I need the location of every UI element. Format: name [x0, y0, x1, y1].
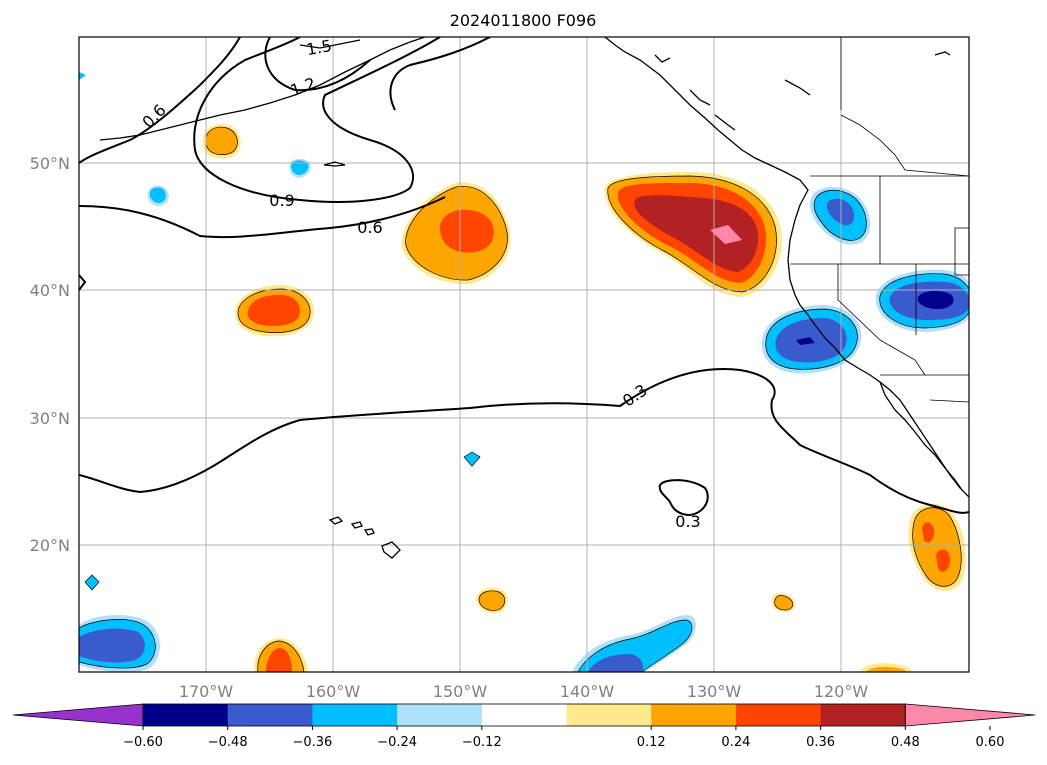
contour-label-1.5: 1.5: [305, 36, 333, 59]
blob-baja: [908, 503, 966, 591]
colorbar-tick-label: 0.24: [721, 735, 750, 750]
colorbar-swatch: [651, 704, 737, 726]
coastlines: [99, 37, 969, 559]
colorbar-swatch: [143, 704, 229, 726]
blob-blue-washington: [810, 186, 871, 245]
colorbar-tick-label: −0.24: [377, 735, 417, 750]
longitude-labels: 170°W 160°W 150°W 140°W 130°W 120°W: [179, 682, 869, 701]
blob-outlines: [79, 126, 969, 672]
blob-blue-nevada: [875, 269, 969, 332]
colorbar-swatch: [312, 704, 398, 726]
colorbar-extend-min: [12, 703, 144, 727]
lat-label-30n: 30°N: [30, 409, 70, 428]
lon-label-120w: 120°W: [814, 682, 869, 701]
lon-label-160w: 160°W: [306, 682, 361, 701]
blob-central-pacific: [401, 182, 511, 285]
lat-label-20n: 20°N: [30, 536, 70, 555]
blob-northwest-small: [203, 124, 241, 159]
map-title: 2024011800 F096: [450, 11, 597, 30]
lon-label-150w: 150°W: [433, 682, 488, 701]
blob-small-orange-2: [771, 592, 796, 612]
colorbar-extend-max: [904, 703, 1036, 727]
colorbar-swatch: [735, 704, 822, 726]
blob-bottom-165w: [254, 638, 308, 672]
colorbar-tick-label: 0.12: [637, 735, 666, 750]
blob-40n-165w: [235, 285, 315, 337]
latitude-labels: 50°N 40°N 30°N 20°N: [30, 154, 70, 555]
colorbar-swatch: [820, 704, 906, 726]
map-frame: [78, 36, 970, 673]
blob-northeast-pacific: [604, 172, 782, 297]
blob-blue-southwest: [79, 615, 160, 672]
contour-label-0.6-central: 0.6: [357, 218, 382, 237]
gridlines: [79, 37, 969, 672]
colorbar-tick-label: 0.36: [806, 735, 835, 750]
contour-label-0.3-south: 0.3: [675, 512, 700, 531]
colorbar-frame: [142, 703, 906, 727]
colorbar-swatch: [481, 704, 567, 726]
contour-label-0.9: 0.9: [269, 191, 294, 210]
blob-blue-bottom-center: [572, 615, 696, 672]
blob-blue-small-5: [79, 72, 86, 80]
colorbar-tick-label: 0.48: [891, 735, 920, 750]
map-panel: 0.6 1.2 1.5 0.9 0.6 0.3 0.3: [78, 36, 970, 673]
blob-blue-small-3: [464, 452, 480, 466]
colorbar-swatch: [397, 704, 483, 726]
blob-small-orange-1: [476, 587, 508, 614]
contour-lines: [79, 37, 969, 517]
colorbar-swatch: [227, 704, 313, 726]
colorbar-tick-label: 0.60: [976, 735, 1005, 750]
blob-blue-california: [761, 305, 862, 374]
blob-blue-small-2: [147, 185, 169, 206]
colorbar-tick-label: −0.36: [292, 735, 332, 750]
lat-label-40n: 40°N: [30, 281, 70, 300]
colorbar: −0.60 −0.48 −0.36 −0.24 −0.12 0.12 0.24 0.36 0.4…: [12, 703, 1036, 750]
colorbar-tick-label: −0.60: [123, 735, 163, 750]
lat-label-50n: 50°N: [30, 154, 70, 173]
colorbar-tick-label: −0.48: [208, 735, 248, 750]
lon-label-140w: 140°W: [560, 682, 615, 701]
lon-label-170w: 170°W: [179, 682, 234, 701]
lon-label-130w: 130°W: [687, 682, 742, 701]
anomaly-fills: [79, 72, 969, 672]
blob-blue-small-1: [289, 158, 311, 178]
colorbar-swatch: [566, 704, 652, 726]
boundaries: [790, 37, 969, 403]
blob-bottom-right: [860, 663, 912, 672]
colorbar-tick-label: −0.12: [462, 735, 502, 750]
